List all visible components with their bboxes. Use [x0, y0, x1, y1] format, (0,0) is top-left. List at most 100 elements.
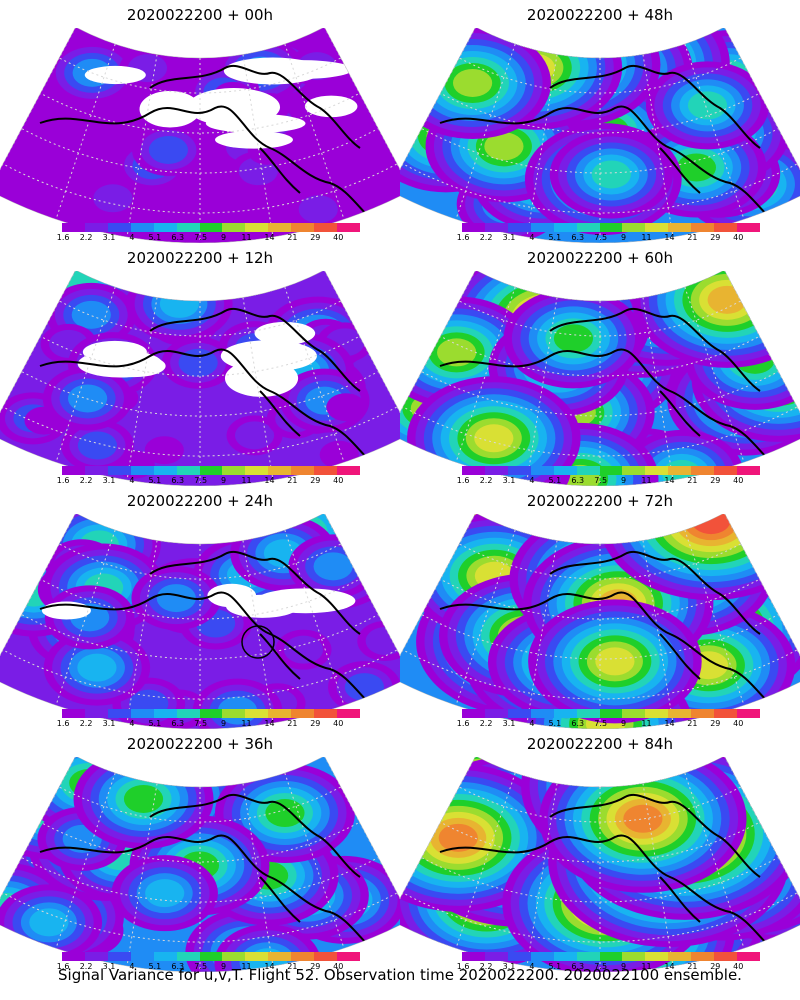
colorbar-tick-label: 2.2 — [79, 476, 93, 485]
colorbar — [62, 466, 360, 475]
field-contour — [313, 552, 353, 581]
colorbar-tick-label: 3.1 — [102, 719, 116, 728]
colorbar-swatch — [337, 709, 360, 718]
colorbar-tick-label: 1.6 — [56, 719, 70, 728]
parallel-line — [0, 757, 400, 903]
colorbar-swatch — [484, 466, 508, 475]
field-contour — [159, 289, 199, 318]
colorbar — [462, 466, 760, 475]
colorbar-tick-label: 9 — [621, 476, 627, 485]
field-contour — [484, 132, 524, 161]
colorbar-swatch — [291, 223, 315, 232]
colorbar-swatch — [622, 466, 646, 475]
coastline — [439, 794, 771, 948]
field-contour — [326, 393, 366, 422]
parallel-line — [400, 757, 800, 823]
variance-field — [400, 28, 800, 243]
colorbar-swatch — [714, 466, 738, 475]
colorbar-tick-label: 4 — [129, 719, 135, 728]
field-contour — [298, 195, 338, 224]
field-contour — [77, 431, 118, 460]
parallel-line — [400, 271, 800, 417]
colorbar-tick-label: 7.5 — [194, 719, 208, 728]
colorbar-swatch — [153, 952, 177, 961]
colorbar-swatch — [176, 709, 200, 718]
field-contour — [93, 184, 133, 213]
colorbar-tick-label: 6.3 — [571, 719, 585, 728]
field-contour — [676, 153, 717, 182]
colorbar-swatch — [484, 709, 508, 718]
colorbar-swatch — [645, 466, 669, 475]
colorbar-tick-label: 29 — [710, 962, 721, 971]
meridian-line — [684, 43, 745, 220]
colorbar-swatch — [84, 223, 108, 232]
colorbar-swatch — [107, 709, 131, 718]
field-contour — [371, 174, 400, 203]
coastline — [39, 65, 371, 219]
colorbar-tick-label: 11 — [641, 233, 652, 242]
colorbar-swatch — [714, 223, 738, 232]
missing-data-region — [139, 90, 201, 128]
parallel-line — [400, 28, 800, 94]
meridian-line — [242, 54, 274, 238]
meridian-line — [126, 297, 158, 481]
field-contour — [29, 908, 69, 937]
panel-title: 2020022200 + 48h — [526, 6, 674, 24]
colorbar-swatch — [714, 952, 738, 961]
meridian-line — [684, 772, 745, 949]
colorbar-tick-label: 40 — [733, 233, 744, 242]
coastline — [439, 551, 771, 705]
colorbar-labels: 1.6 2.2 3.1 4 5.1 6.3 7.5 9 11 14 21 29 40 — [457, 476, 760, 486]
colorbar-swatch — [622, 709, 646, 718]
missing-data-region — [226, 594, 299, 618]
colorbar-swatch — [462, 466, 485, 475]
meridian-line — [126, 540, 158, 724]
colorbar-tick-label: 3.1 — [102, 962, 116, 971]
colorbar — [462, 952, 760, 961]
colorbar-tick-label: 3.1 — [102, 476, 116, 485]
colorbar-tick-label: 40 — [733, 719, 744, 728]
colorbar-tick-label: 5.1 — [548, 719, 562, 728]
variance-field — [400, 271, 800, 486]
forecast-panel: 2020022200 + 84h 1.6 2.2 3.1 4 5.1 6.3 7.5 9 11 14… — [400, 729, 800, 974]
colorbar-swatch — [153, 223, 177, 232]
meridian-line — [684, 529, 745, 706]
field-contour — [71, 300, 111, 329]
field-contour — [687, 91, 728, 120]
colorbar-tick-label: 40 — [333, 233, 344, 242]
colorbar-tick-label: 7.5 — [594, 719, 608, 728]
field-contour — [67, 125, 107, 154]
colorbar-tick-label: 21 — [687, 962, 698, 971]
forecast-panel: 2020022200 + 24h 1.6 2.2 3.1 4 5.1 6.3 7.5 9 11 14… — [0, 486, 400, 731]
meridian-line — [126, 54, 158, 238]
colorbar-tick-label: 1.6 — [456, 962, 470, 971]
colorbar-swatch — [153, 709, 177, 718]
colorbar-swatch — [62, 466, 85, 475]
missing-data-region — [82, 340, 147, 364]
colorbar-swatch — [668, 466, 692, 475]
parallel-line — [400, 271, 800, 337]
colorbar-tick-label: 6.3 — [171, 476, 185, 485]
colorbar-swatch — [599, 466, 623, 475]
colorbar-swatch — [599, 709, 623, 718]
colorbar-tick-label: 29 — [310, 476, 321, 485]
variance-field — [0, 514, 400, 729]
colorbar-tick-label: 40 — [333, 476, 344, 485]
colorbar-tick-label: 7.5 — [194, 476, 208, 485]
meridian-line — [55, 286, 116, 463]
colorbar-swatch — [462, 223, 485, 232]
meridian-line — [242, 783, 274, 967]
colorbar-swatch — [291, 952, 315, 961]
colorbar-tick-label: 6.3 — [571, 962, 585, 971]
colorbar-swatch — [130, 223, 154, 232]
colorbar-swatch — [314, 952, 338, 961]
field-contour — [31, 166, 71, 195]
field-contour — [148, 135, 189, 164]
parallel-line — [0, 271, 400, 337]
polar-map — [0, 514, 400, 729]
colorbar-tick-label: 21 — [287, 476, 298, 485]
colorbar-swatch — [314, 466, 338, 475]
colorbar-swatch — [130, 466, 154, 475]
colorbar-tick-label: 14 — [664, 476, 675, 485]
colorbar-tick-label: 3.1 — [502, 719, 516, 728]
